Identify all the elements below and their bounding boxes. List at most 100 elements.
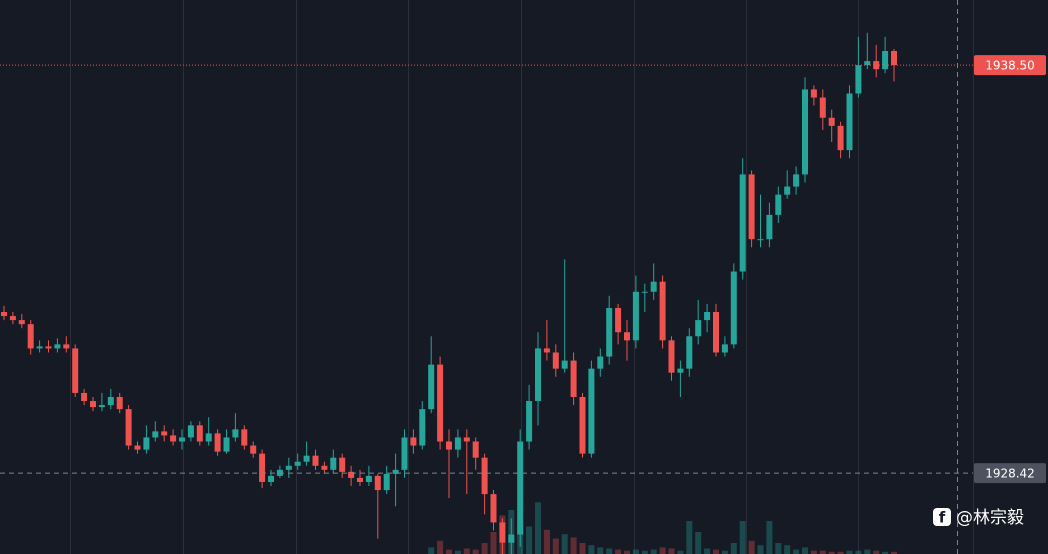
- volume-bar: [784, 545, 791, 554]
- volume-bar: [730, 543, 737, 554]
- candle-body: [517, 441, 524, 535]
- candle-body: [223, 437, 230, 452]
- watermark: f @林宗毅: [933, 508, 1024, 528]
- candle-body: [828, 117, 835, 126]
- candle-body: [508, 534, 515, 543]
- candle-body: [855, 65, 862, 94]
- overlay-layer: 1938.50 1928.42: [0, 55, 1046, 484]
- candle-body: [27, 324, 34, 349]
- candle-body: [374, 475, 381, 491]
- candle-body: [677, 368, 684, 373]
- candle-body: [268, 475, 274, 482]
- candle-body: [152, 431, 159, 438]
- candle-body: [187, 425, 194, 438]
- volume-bar: [615, 549, 622, 554]
- candle-body: [125, 409, 132, 446]
- volume-bar: [535, 502, 541, 554]
- volume-bar: [526, 526, 533, 554]
- candle-body: [481, 457, 488, 495]
- volume-bar: [802, 547, 808, 554]
- volume-bar: [552, 538, 559, 554]
- candle-body: [81, 392, 88, 402]
- crosshair-price-label: 1928.42: [985, 467, 1035, 481]
- facebook-icon: [933, 508, 951, 526]
- volume-bar: [704, 548, 711, 554]
- candle-body: [196, 425, 203, 442]
- candle-body: [339, 457, 346, 472]
- candle-body: [463, 437, 470, 442]
- candle-body: [285, 465, 292, 470]
- candle-body: [365, 475, 372, 482]
- watermark-text: @林宗毅: [956, 508, 1024, 528]
- candle-body: [819, 97, 826, 118]
- candle-body: [624, 332, 630, 341]
- candle-body: [739, 174, 746, 272]
- candle-body: [250, 445, 257, 454]
- volume-bar: [579, 543, 586, 554]
- candle-body: [543, 348, 550, 353]
- candle-body: [802, 89, 808, 175]
- candle-body: [36, 346, 43, 349]
- volume-bar: [837, 551, 844, 554]
- candle-body: [490, 494, 497, 523]
- volume-bar: [668, 548, 675, 554]
- facebook-glyph: f: [939, 509, 946, 527]
- candle-body: [259, 453, 266, 482]
- volume-bar: [891, 551, 897, 554]
- candle-body: [695, 320, 702, 337]
- volume-bar: [810, 550, 817, 554]
- candle-body: [837, 125, 844, 151]
- volume-bar: [757, 545, 764, 554]
- candle-body: [891, 50, 897, 66]
- candle-body: [45, 346, 52, 349]
- volume-bar: [641, 550, 648, 554]
- volume-bar: [632, 549, 639, 554]
- candle-body: [107, 396, 114, 406]
- candle-body: [650, 281, 657, 292]
- volume-bar: [463, 548, 470, 554]
- volume-bar: [606, 548, 613, 554]
- candle-body: [615, 307, 622, 333]
- volume-bar: [597, 547, 604, 554]
- volume-bar: [855, 550, 862, 554]
- volume-bar: [819, 550, 826, 554]
- candle-body: [410, 437, 417, 446]
- candle-body: [1, 312, 7, 317]
- candle-body: [606, 307, 613, 357]
- candle-body: [810, 89, 817, 98]
- candle-body: [552, 352, 559, 369]
- candle-body: [632, 291, 639, 341]
- volume-bar: [481, 543, 488, 554]
- candle-body: [588, 368, 595, 454]
- candle-body: [294, 461, 301, 466]
- volume-bar: [766, 521, 773, 554]
- candle-body: [668, 340, 675, 373]
- last-price-label: 1938.50: [985, 59, 1035, 73]
- candle-body: [428, 364, 435, 410]
- candle-body: [730, 271, 737, 345]
- candle-body: [579, 396, 586, 454]
- volume-bar: [695, 532, 702, 554]
- candle-body: [437, 364, 444, 442]
- candle-body: [116, 396, 123, 410]
- volume-bar: [659, 547, 666, 554]
- volume-bar: [846, 550, 853, 554]
- volume-bar: [588, 545, 595, 554]
- candle-body: [846, 93, 853, 151]
- volume-bar: [472, 549, 479, 554]
- volume-bar: [873, 550, 880, 554]
- volume-bar: [428, 547, 435, 554]
- candle-body: [143, 437, 150, 450]
- candle-body: [793, 174, 800, 187]
- crosshair-price-box: [974, 463, 1046, 484]
- candle-body: [419, 409, 426, 446]
- candle-body: [134, 445, 141, 450]
- candle-body: [330, 457, 337, 470]
- volume-bar: [828, 551, 835, 554]
- candle-body: [9, 316, 16, 321]
- candle-body: [241, 429, 248, 446]
- candle-body: [98, 405, 105, 408]
- candle-body: [864, 61, 871, 66]
